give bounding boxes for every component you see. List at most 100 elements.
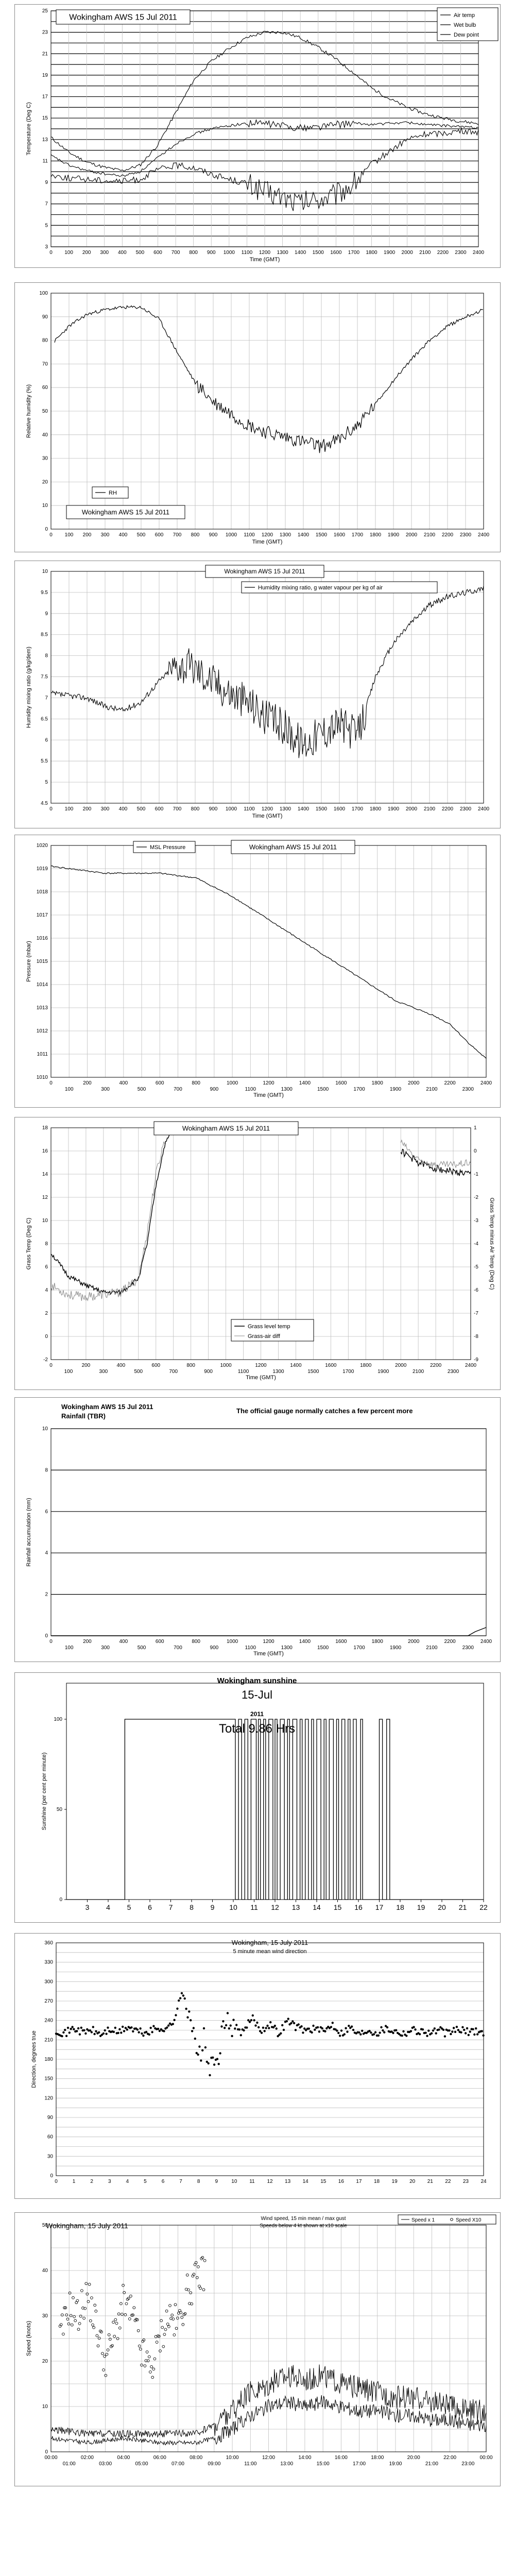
x-tick-label: 5 — [127, 1903, 131, 1911]
wind-direction-chart-subtitle: 5 minute mean wind direction — [233, 1948, 306, 1955]
x-tick-label: 01:00 — [63, 2461, 76, 2467]
x-tick-label: 13 — [292, 1903, 300, 1911]
sunshine-date: 15-Jul — [242, 1688, 272, 1701]
x-tick-label: 1800 — [372, 1080, 384, 1086]
x-tick-labels: 0 1 2 3 4 5 6 7 8 9 10 11 12 13 14 15 16 17 18 19 20 21 22 23 24 — [55, 2179, 487, 2184]
x-tick-label: 1700 — [352, 806, 364, 812]
speed-x10-point — [125, 2302, 128, 2306]
x-tick-label: 21:00 — [425, 2461, 438, 2467]
legend-swatch — [450, 2218, 453, 2221]
wind-mean-line — [50, 2395, 487, 2446]
temperature-legend: Air temp Wet bulb Dew point — [437, 7, 499, 41]
speed-x10-point — [77, 2328, 80, 2331]
wind-direction-point — [173, 2019, 176, 2021]
y-tick-label: 10 — [42, 2404, 48, 2410]
x-tick-label: 22 — [445, 2179, 451, 2184]
x-tick-label: 800 — [192, 1639, 200, 1645]
y-tick-label: 100 — [39, 291, 48, 296]
x-tick-label: 500 — [136, 250, 145, 256]
wind-direction-point — [438, 2028, 440, 2031]
wind-direction-point — [219, 2052, 221, 2055]
x-tick-label: 300 — [101, 1087, 110, 1092]
gridlines — [50, 571, 484, 804]
speed-x10-point — [153, 2357, 157, 2361]
wind-direction-point — [226, 2012, 229, 2014]
speed-x10-point — [128, 2317, 131, 2320]
x-tick-label: 1000 — [224, 250, 235, 256]
legend-entry: Grass-air diff — [248, 1333, 281, 1340]
wind-speed-legend: Speed x 1 Speed X10 — [398, 2214, 496, 2225]
y-tick-label: 2 — [45, 1592, 48, 1598]
speed-x10-point — [190, 2302, 194, 2306]
x-tick-label: 1400 — [298, 532, 310, 538]
x-tick-label: 600 — [156, 1639, 164, 1645]
y-tick-label: 20 — [42, 479, 48, 485]
speed-x10-point — [166, 2323, 169, 2326]
humidity-chart-title: Wokingham AWS 15 Jul 2011 — [82, 509, 169, 516]
y-tick-label: 40 — [42, 2268, 48, 2274]
wind-direction-point — [145, 2030, 148, 2033]
y-tick-label: 1015 — [37, 959, 48, 964]
wind-direction-point — [256, 2021, 259, 2024]
wind-direction-point — [336, 2029, 338, 2032]
speed-x10-point — [59, 2323, 63, 2326]
wind-direction-point — [304, 2029, 307, 2031]
humidity-chart-svg: 0 100 200 300 400 500 600 700 800 900 1000 1100 1200… — [26, 291, 490, 545]
gridlines — [51, 1428, 486, 1636]
speed-x10-point — [96, 2344, 100, 2348]
y-tick-label: 9 — [45, 180, 48, 185]
humidity-chart-panel: 0 100 200 300 400 500 600 700 800 900 1000 1100 1200… — [14, 282, 501, 552]
speed-x10-point — [164, 2328, 167, 2331]
wind-direction-point — [142, 2035, 145, 2037]
y-tick-labels: 4.5 5 5.5 6 6.5 7 7.5 8 8.5 9 9.5 10 — [41, 569, 48, 806]
plot-area — [50, 10, 479, 247]
wind-direction-point — [207, 2062, 210, 2065]
speed-x10-point — [149, 2370, 152, 2374]
wind-direction-point — [66, 2026, 70, 2029]
x-tick-label: 400 — [119, 532, 128, 538]
grass-air-diff-line — [51, 1141, 165, 1302]
mixing-ratio-line — [50, 586, 484, 758]
wind-direction-point — [464, 2032, 467, 2035]
x-tick-label: 10:00 — [226, 2455, 239, 2461]
speed-x10-point — [180, 2316, 184, 2319]
wind-direction-point — [275, 2027, 278, 2030]
wind-direction-point — [442, 2028, 445, 2031]
wind-direction-point — [282, 2028, 285, 2031]
grass-legend: Grass level temp Grass-air diff — [231, 1319, 314, 1342]
x-tick-label: 100 — [65, 1087, 74, 1092]
speed-x10-point — [171, 2317, 175, 2320]
x-tick-label: 1900 — [390, 1645, 402, 1651]
wind-direction-point — [171, 2023, 174, 2025]
wind-direction-point — [234, 2027, 236, 2030]
y-tick-labels: 3 5 7 9 11 13 15 17 19 21 23 25 — [42, 8, 48, 250]
x-tick-label: 600 — [151, 1363, 160, 1368]
wind-direction-point — [149, 2026, 152, 2029]
wind-direction-point — [130, 2026, 133, 2029]
x-tick-label: 1400 — [299, 1080, 311, 1086]
wind-direction-point — [151, 2031, 153, 2033]
wind-direction-point — [324, 2030, 327, 2032]
speed-x10-point — [118, 2326, 122, 2330]
speed-x10-point — [122, 2284, 125, 2287]
x-tick-label: 1000 — [227, 1080, 238, 1086]
speed-x10-point — [106, 2348, 110, 2352]
y-tick-label: 10 — [42, 1426, 48, 1432]
mixing-ratio-chart-title: Wokingham AWS 15 Jul 2011 — [224, 568, 305, 575]
x-tick-label: 1800 — [360, 1363, 372, 1368]
wind-direction-chart-title: Wokingham, 15 July 2011 — [232, 1939, 308, 1946]
wind-direction-point — [157, 2027, 160, 2030]
wind-direction-point — [350, 2025, 353, 2028]
pressure-chart-svg: 0 100 200 300 400 500 600 700 800 900 1000 1100 1200… — [26, 840, 492, 1098]
speed-x10-point — [113, 2334, 116, 2338]
speed-x10-point — [176, 2316, 179, 2320]
wind-direction-point — [413, 2026, 415, 2028]
humidity-chart-title-box — [66, 505, 185, 519]
speed-x10-point — [90, 2296, 93, 2299]
x-tick-label: 00:00 — [44, 2455, 57, 2461]
speed-x10-point — [127, 2297, 130, 2300]
sunshine-chart-title: Wokingham sunshine — [217, 1676, 297, 1685]
pressure-chart-title-box — [231, 840, 355, 854]
speed-x10-point — [112, 2320, 115, 2324]
y-tick-label: 0 — [45, 527, 48, 532]
